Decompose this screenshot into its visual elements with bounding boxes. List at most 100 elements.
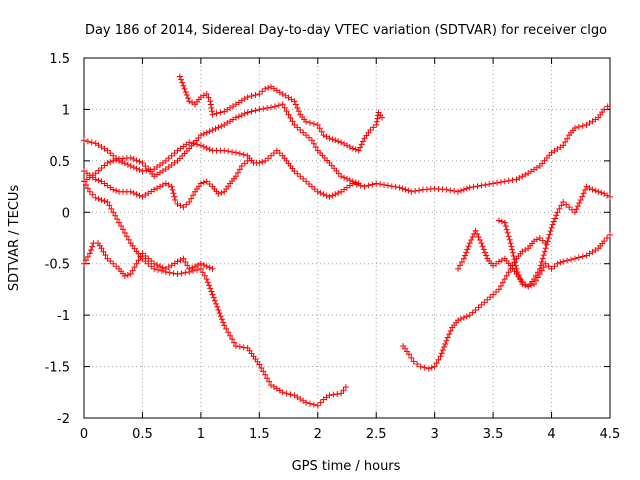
data-markers <box>81 73 613 409</box>
data-point <box>405 187 412 194</box>
data-point <box>457 316 464 322</box>
data-point <box>495 217 502 224</box>
data-point <box>162 157 169 164</box>
data-point <box>367 127 374 133</box>
data-point <box>151 265 158 272</box>
data-point <box>562 139 569 145</box>
data-point <box>323 192 330 199</box>
data-point <box>262 85 269 92</box>
data-point <box>460 314 467 321</box>
data-point <box>169 186 176 193</box>
data-point <box>107 150 114 157</box>
data-point <box>553 212 560 219</box>
data-point <box>190 267 197 274</box>
data-point <box>373 180 380 187</box>
data-point <box>511 256 518 263</box>
data-point <box>289 118 296 125</box>
data-point <box>244 109 251 116</box>
data-point <box>509 246 516 253</box>
data-point <box>148 258 155 265</box>
data-point <box>197 180 204 187</box>
data-point <box>338 390 345 397</box>
data-point <box>129 267 136 274</box>
data-point <box>186 139 193 146</box>
data-point <box>291 98 298 105</box>
data-point <box>571 124 578 131</box>
data-point <box>326 392 333 399</box>
data-point <box>225 148 232 155</box>
data-point <box>121 160 128 167</box>
data-point <box>344 175 350 182</box>
series-arc-b <box>81 101 362 187</box>
data-point <box>579 122 586 129</box>
data-point <box>542 260 549 267</box>
data-point <box>114 216 121 223</box>
data-point <box>443 186 450 193</box>
data-point <box>358 141 365 148</box>
data-point <box>405 351 412 358</box>
data-point <box>487 294 494 301</box>
data-point <box>428 364 435 371</box>
data-point <box>193 141 200 148</box>
data-point <box>84 185 91 192</box>
data-point <box>505 233 512 240</box>
x-tick-label: 3 <box>431 427 439 442</box>
data-point <box>136 158 143 165</box>
data-point <box>206 264 213 271</box>
data-point <box>110 209 117 216</box>
data-point <box>279 389 286 396</box>
data-point <box>189 264 196 271</box>
data-point <box>201 272 208 279</box>
data-point <box>124 272 131 279</box>
data-point <box>334 391 341 397</box>
data-point <box>438 350 445 357</box>
data-point <box>332 191 339 198</box>
data-point <box>82 257 89 264</box>
data-point <box>287 391 294 398</box>
data-point <box>598 189 605 196</box>
data-point <box>206 282 213 289</box>
data-point <box>215 124 222 131</box>
data-point <box>130 164 137 171</box>
data-point <box>86 250 93 257</box>
data-point <box>170 190 177 197</box>
data-point <box>89 191 96 198</box>
data-point <box>541 248 548 255</box>
data-point <box>148 263 155 270</box>
axis-ticks <box>83 57 611 419</box>
data-point <box>238 163 245 169</box>
data-point <box>208 288 215 295</box>
data-point <box>209 265 216 272</box>
data-point <box>490 180 497 187</box>
data-point <box>236 343 243 350</box>
data-point <box>139 250 146 257</box>
data-point <box>89 243 96 250</box>
data-point <box>531 276 538 283</box>
data-point <box>441 344 448 351</box>
data-point <box>234 169 241 176</box>
data-point <box>121 229 128 236</box>
data-point <box>292 101 299 108</box>
data-point <box>462 252 469 259</box>
data-point <box>262 371 269 378</box>
data-point <box>361 183 368 190</box>
data-point <box>431 363 438 370</box>
data-point <box>193 266 200 273</box>
data-point <box>507 240 514 247</box>
data-point <box>326 135 333 142</box>
data-point <box>518 278 525 285</box>
data-point <box>203 91 210 97</box>
data-point <box>291 168 298 175</box>
data-point <box>295 108 302 115</box>
data-point <box>136 192 143 199</box>
data-point <box>197 142 204 149</box>
data-point <box>210 294 217 301</box>
data-point <box>379 114 386 121</box>
data-point <box>256 91 263 97</box>
data-point <box>560 258 567 265</box>
data-point <box>536 235 543 241</box>
data-point <box>444 334 451 341</box>
data-point <box>317 190 324 196</box>
data-point <box>482 181 489 188</box>
data-point <box>81 137 87 144</box>
